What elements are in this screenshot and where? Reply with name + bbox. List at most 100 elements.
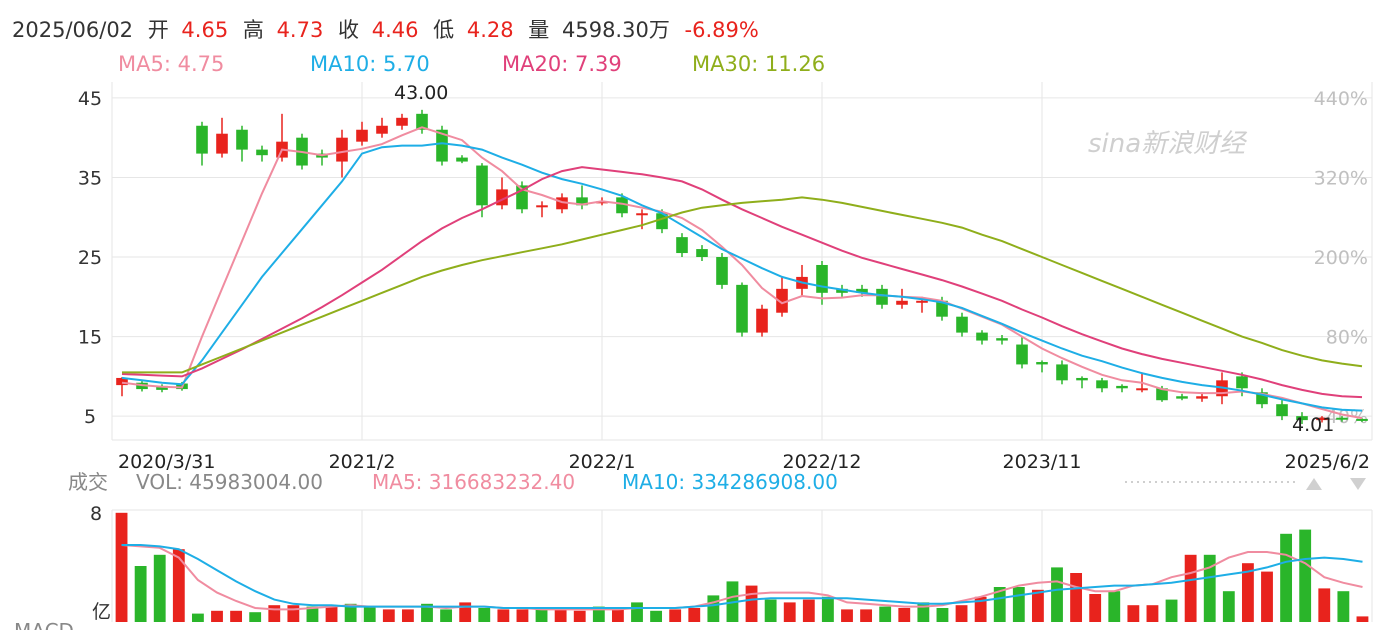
candle (1076, 376, 1088, 389)
candle (1176, 393, 1188, 401)
candle (1256, 388, 1268, 409)
volume-bar (191, 613, 204, 622)
close-label: 收 (338, 18, 359, 42)
volume-bar (382, 609, 395, 622)
x-axis-labels: 2020/3/31 2021/2 2022/1 2022/12 2023/11 2025/… (118, 451, 1370, 473)
candle-body (776, 288, 788, 313)
candle-body (996, 338, 1008, 341)
volume-bar (1051, 567, 1063, 622)
candle (676, 233, 688, 258)
candle (756, 304, 768, 337)
candle (896, 288, 908, 309)
candle-body (456, 157, 468, 162)
volume-ma10-line (121, 544, 1363, 609)
volume-bar (134, 566, 147, 622)
high-label: 高 (243, 18, 264, 42)
ma20-legend: MA20: 7.39 (502, 52, 622, 76)
volume-bar (764, 599, 777, 622)
candle-body (1236, 376, 1248, 389)
volume-bar (707, 595, 720, 622)
x-tick-label: 2021/2 (329, 451, 396, 473)
volume-bar (1108, 591, 1121, 622)
candle-body (476, 165, 488, 206)
candle (1016, 336, 1028, 369)
volume-bar (516, 609, 529, 622)
x-tick-label: 2025/6/2 (1285, 451, 1370, 473)
candle (1336, 416, 1348, 422)
candle-body (116, 377, 128, 386)
percent-tick-label: 80% (1326, 327, 1368, 349)
volume-bar (860, 609, 873, 622)
candle-body (696, 249, 708, 258)
candle-body (856, 288, 868, 293)
volume-bar (879, 606, 892, 622)
candle (1356, 418, 1368, 422)
candle (1056, 360, 1068, 385)
volume-bar (172, 549, 185, 622)
volume-bar (1031, 589, 1044, 622)
candle (356, 121, 368, 146)
volume-bar (993, 587, 1006, 622)
volume-ma-lines (121, 544, 1363, 611)
candle (556, 193, 568, 214)
volume-bar (936, 608, 949, 622)
candle-body (1076, 377, 1088, 381)
candle-body (1156, 388, 1168, 401)
volume-bar (440, 609, 453, 622)
x-tick-label: 2022/12 (783, 451, 862, 473)
candle (436, 125, 448, 166)
candle-body (716, 257, 728, 285)
quote-header: 2025/06/02 开 4.65 高 4.73 收 4.46 低 4.28 量… (12, 18, 759, 42)
candle (156, 384, 168, 393)
candle (396, 113, 408, 130)
max-price-label: 43.00 (394, 82, 448, 104)
candle-body (836, 288, 848, 293)
candle-body (1316, 417, 1328, 421)
candle (976, 330, 988, 345)
percent-tick-label: 320% (1314, 167, 1368, 189)
price-y-axis: 45 35 25 15 5 (78, 88, 102, 428)
candle (1116, 384, 1128, 393)
candle (996, 334, 1008, 345)
candle-body (1136, 388, 1148, 391)
volume-section-label: 成交 (68, 470, 108, 494)
candle-body (936, 300, 948, 317)
x-tick-label: 2020/3/31 (118, 451, 215, 473)
candle (1296, 412, 1308, 425)
y-tick-label: 15 (78, 327, 102, 349)
volume-bar (153, 554, 166, 622)
close-value: 4.46 (372, 18, 419, 42)
candle-body (376, 125, 388, 134)
candle (956, 312, 968, 337)
ma10-line (121, 142, 1363, 412)
candle-body (1056, 364, 1068, 381)
candle (1096, 377, 1108, 393)
candle (776, 276, 788, 317)
volume-bar (1165, 599, 1178, 622)
volume-bar (230, 610, 243, 622)
volume-bar (955, 605, 968, 622)
scroll-up-icon[interactable] (1306, 478, 1322, 490)
volume-bar (554, 609, 567, 622)
candle (1276, 400, 1288, 421)
sina-watermark-logo: sina新浪财经 (1088, 129, 1248, 159)
candle-body (916, 300, 928, 303)
candle-body (496, 189, 508, 206)
price-grid (111, 82, 1373, 441)
open-value: 4.65 (181, 18, 228, 42)
volume-bar (669, 609, 682, 622)
candle (876, 284, 888, 309)
candle (376, 117, 388, 138)
candle-body (356, 129, 368, 142)
volume-bar (268, 605, 281, 622)
candle (576, 185, 588, 210)
percent-tick-label: 440% (1314, 88, 1368, 110)
scroll-down-icon[interactable] (1350, 478, 1366, 490)
candle-body (676, 237, 688, 254)
ma5-legend: MA5: 4.75 (118, 52, 224, 76)
candle-body (256, 149, 268, 156)
candle (696, 245, 708, 261)
candle (536, 201, 548, 218)
volume-bar (344, 603, 357, 622)
